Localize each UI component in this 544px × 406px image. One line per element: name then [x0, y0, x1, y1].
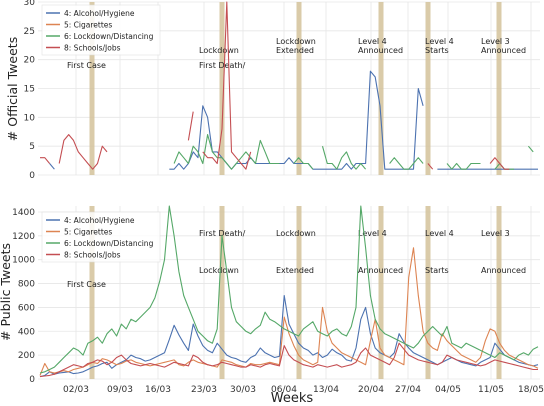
y-tick-label: 25	[24, 27, 35, 37]
public-tweets-panel: First Case First Death/Lockdown Lockdown Ex…	[0, 205, 544, 406]
y-tick-label: 1200	[12, 232, 35, 242]
event-annotation: Announced	[481, 266, 526, 275]
series-line	[39, 342, 538, 378]
event-band	[378, 206, 384, 379]
legend-entry: 8: Schools/Jobs	[64, 44, 121, 53]
event-annotations-top: First Case First Death/LockdownLockdownEx…	[67, 37, 526, 70]
y-tick-label: 1400	[12, 208, 35, 218]
event-annotation: First Death/	[199, 61, 246, 70]
event-annotation: Starts	[425, 266, 449, 275]
y-tick-label: 15	[24, 85, 35, 95]
x-tick-label: 09/03	[107, 385, 133, 395]
y-tick-label: 0	[29, 171, 35, 181]
legend-entry: 4: Alcohol/Hygiene	[64, 216, 135, 225]
event-annotation: Level 3	[481, 229, 510, 238]
event-annotation: Level 4	[425, 229, 454, 238]
official-tweets-panel: First Case First Death/LockdownLockdownEx…	[5, 0, 540, 181]
y-ticks-bottom: 0 200 400 600 800 1000 1200 1400	[12, 208, 35, 385]
series-lines-top	[40, 1, 538, 170]
event-band	[425, 206, 431, 379]
event-annotation: Extended	[276, 266, 314, 275]
x-tick-label: 16/03	[145, 385, 171, 395]
event-annotation: Lockdown	[276, 229, 316, 238]
x-tick-label: 23/03	[191, 385, 217, 395]
event-annotation: First Case	[67, 280, 106, 289]
event-annotation: Lockdown	[199, 46, 239, 55]
y-tick-label: 200	[18, 351, 35, 361]
legend-entry: 5: Cigarettes	[64, 228, 112, 237]
event-annotation: Starts	[425, 46, 449, 55]
legend-entry: 8: Schools/Jobs	[64, 251, 121, 260]
y-tick-label: 30	[24, 0, 36, 8]
series-line	[39, 247, 539, 376]
series-line	[39, 205, 539, 374]
event-bands-top	[89, 2, 502, 175]
x-tick-label: 02/03	[63, 385, 89, 395]
y-axis-label-top: # Official Tweets	[5, 37, 20, 141]
event-annotation: First Death/	[199, 229, 246, 238]
legend-entry: 6: Lockdown/Distancing	[64, 239, 154, 248]
y-ticks-top: 0 5 10 15 20 25 30	[24, 0, 36, 181]
event-band	[496, 206, 502, 379]
y-tick-label: 1000	[12, 256, 35, 266]
legend-box	[41, 211, 161, 263]
event-annotation: Announced	[481, 46, 526, 55]
event-annotation: Level 4	[358, 37, 387, 46]
x-tick-label: 06/04	[271, 385, 297, 395]
event-band	[219, 206, 225, 379]
event-annotation: Level 4	[358, 229, 387, 238]
event-annotations-bottom: First Case First Death/Lockdown Lockdown Ex…	[67, 229, 526, 289]
series-lines-bottom	[39, 205, 539, 378]
legend-top: 4: Alcohol/Hygiene 5: Cigarettes 6: Lockdo…	[41, 4, 161, 56]
legend-bottom: 4: Alcohol/Hygiene 5: Cigarettes 6: Lockdo…	[41, 211, 161, 263]
event-annotation: Lockdown	[276, 37, 316, 46]
series-line	[49, 70, 538, 170]
event-band	[378, 2, 384, 175]
y-tick-label: 0	[29, 375, 35, 385]
event-band	[296, 2, 302, 175]
x-tick-label: 04/05	[435, 385, 461, 395]
y-tick-label: 800	[18, 280, 35, 290]
legend-entry: 6: Lockdown/Distancing	[64, 32, 154, 41]
event-band	[425, 2, 431, 175]
legend-entry: 4: Alcohol/Hygiene	[64, 9, 135, 18]
series-line	[173, 134, 534, 170]
x-tick-label: 11/05	[478, 385, 504, 395]
x-tick-label: 18/05	[518, 385, 544, 395]
event-band	[89, 2, 95, 175]
y-axis-label-bottom: # Public Tweets	[0, 243, 13, 341]
event-annotation: Announced	[358, 46, 403, 55]
event-band	[89, 206, 95, 379]
y-tick-label: 5	[29, 142, 35, 152]
event-annotation: Announced	[358, 266, 403, 275]
y-tick-label: 400	[18, 327, 35, 337]
event-annotation: Level 3	[481, 37, 510, 46]
series-line	[40, 1, 510, 170]
event-annotation: First Case	[67, 61, 106, 70]
y-tick-label: 10	[24, 113, 36, 123]
event-annotation: Lockdown	[199, 266, 239, 275]
event-annotation: Level 4	[425, 37, 454, 46]
x-tick-label: 27/04	[395, 385, 421, 395]
y-tick-label: 20	[24, 56, 36, 66]
x-tick-label: 13/04	[313, 385, 339, 395]
x-ticks: 02/03 09/03 16/03 23/03 30/03 06/04 13/04 20/04…	[63, 385, 544, 395]
x-axis-label: Weeks	[271, 391, 314, 406]
event-band	[219, 2, 225, 175]
legend-entry: 5: Cigarettes	[64, 21, 112, 30]
x-tick-label: 30/03	[230, 385, 256, 395]
event-band	[296, 206, 302, 379]
y-tick-label: 600	[18, 303, 35, 313]
event-annotation: Extended	[276, 46, 314, 55]
x-tick-label: 20/04	[358, 385, 384, 395]
legend-box	[41, 4, 161, 56]
event-band	[496, 2, 502, 175]
event-bands-bottom	[89, 206, 502, 379]
